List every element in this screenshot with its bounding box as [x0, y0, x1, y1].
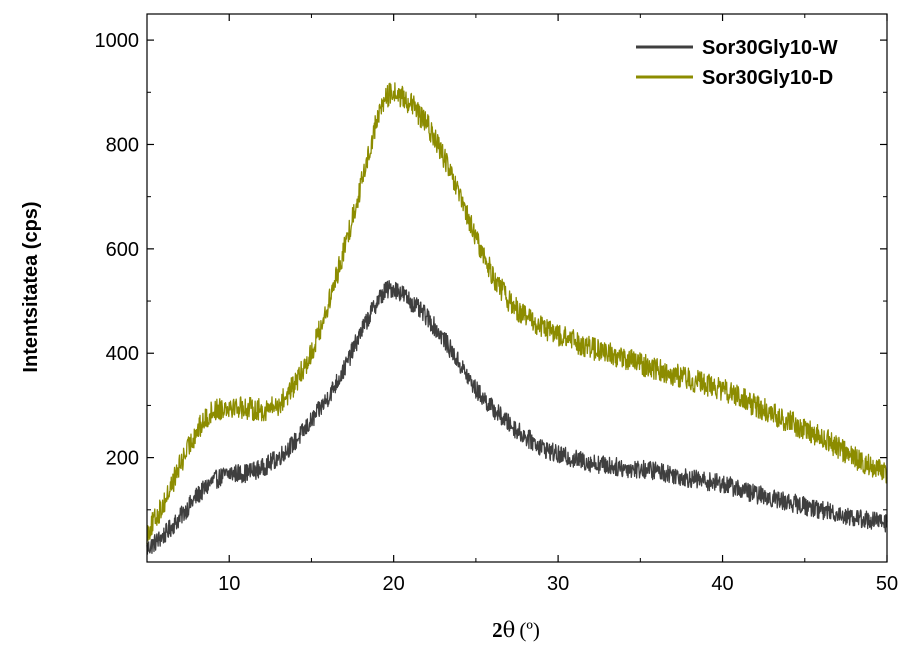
x-axis-title-symbol: θ	[503, 618, 516, 642]
y-tick-label-200: 200	[106, 448, 139, 470]
plot-frame	[146, 13, 888, 563]
legend: Sor30Gly10-W Sor30Gly10-D	[636, 37, 838, 89]
x-axis-title-main: 2	[492, 618, 503, 642]
axes: 200 400 600 800 1000 10 20 30 40 50	[95, 13, 898, 595]
x-tick-label-50: 50	[876, 573, 898, 595]
y-tick-label-1000: 1000	[95, 30, 140, 52]
x-tick-label-10: 10	[218, 573, 240, 595]
legend-label-d: Sor30Gly10-D	[702, 67, 833, 89]
x-axis-title-unit: (º)	[519, 618, 540, 642]
x-tick-label-20: 20	[383, 573, 405, 595]
y-tick-label-800: 800	[106, 134, 139, 156]
plot-area	[146, 82, 888, 555]
y-tick-label-400: 400	[106, 343, 139, 365]
y-axis-title: Intentsitatea (cps)	[20, 201, 42, 372]
x-tick-label-30: 30	[547, 573, 569, 595]
series-line-0	[146, 280, 888, 555]
series-line-1	[146, 82, 888, 545]
x-axis-title: 2θ (º)	[492, 618, 540, 642]
x-tick-label-40: 40	[711, 573, 733, 595]
y-tick-label-600: 600	[106, 239, 139, 261]
legend-label-w: Sor30Gly10-W	[702, 37, 838, 59]
